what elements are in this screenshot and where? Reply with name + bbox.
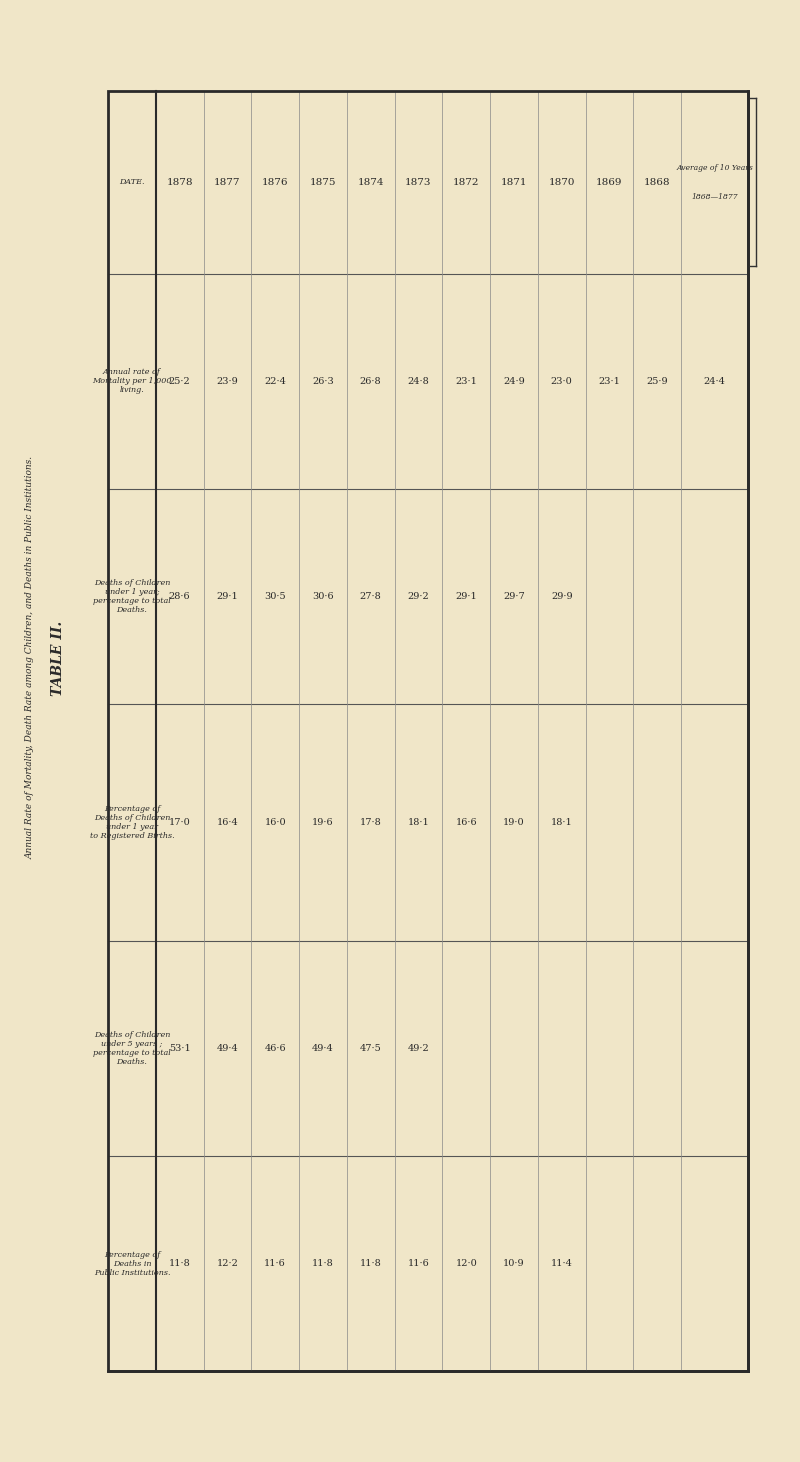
Text: 16·6: 16·6 [455, 817, 477, 827]
Text: 23·1: 23·1 [455, 377, 477, 386]
Text: 23·1: 23·1 [598, 377, 621, 386]
Text: 16·4: 16·4 [217, 817, 238, 827]
Text: 1868—1877: 1868—1877 [691, 193, 738, 200]
Text: 23·9: 23·9 [217, 377, 238, 386]
Text: Annual rate of
Mortality per 1,000
living.: Annual rate of Mortality per 1,000 livin… [92, 368, 172, 395]
Text: 1869: 1869 [596, 177, 622, 187]
Text: 49·4: 49·4 [312, 1044, 334, 1053]
Text: 18·1: 18·1 [551, 817, 573, 827]
Text: 26·3: 26·3 [312, 377, 334, 386]
Text: 26·8: 26·8 [360, 377, 382, 386]
Text: 19·6: 19·6 [312, 817, 334, 827]
Text: 24·4: 24·4 [704, 377, 726, 386]
Text: 46·6: 46·6 [264, 1044, 286, 1053]
Text: 11·8: 11·8 [312, 1259, 334, 1268]
Text: 25·2: 25·2 [169, 377, 190, 386]
Text: 25·9: 25·9 [646, 377, 668, 386]
Text: 1878: 1878 [166, 177, 193, 187]
Text: Deaths of Children
under 1 year;
percentage to total
Deaths.: Deaths of Children under 1 year; percent… [93, 579, 170, 614]
Text: DATE.: DATE. [119, 178, 145, 186]
Text: 16·0: 16·0 [264, 817, 286, 827]
Text: 1872: 1872 [453, 177, 479, 187]
Text: 11·8: 11·8 [360, 1259, 382, 1268]
Text: 28·6: 28·6 [169, 592, 190, 601]
Text: 1877: 1877 [214, 177, 241, 187]
Text: 1876: 1876 [262, 177, 289, 187]
Text: Percentage of
Deaths in
Public Institutions.: Percentage of Deaths in Public Instituti… [94, 1250, 170, 1276]
Text: 11·4: 11·4 [550, 1259, 573, 1268]
Text: 24·9: 24·9 [503, 377, 525, 386]
Text: 1868: 1868 [644, 177, 670, 187]
Text: 1873: 1873 [405, 177, 432, 187]
Text: 12·0: 12·0 [455, 1259, 477, 1268]
Text: Annual Rate of Mortality, Death Rate among Children, and Deaths in Public Instit: Annual Rate of Mortality, Death Rate amo… [26, 456, 35, 860]
Text: 24·8: 24·8 [407, 377, 430, 386]
Text: 19·0: 19·0 [503, 817, 525, 827]
Text: 22·4: 22·4 [264, 377, 286, 386]
Text: TABLE II.: TABLE II. [50, 620, 65, 696]
Text: 1874: 1874 [358, 177, 384, 187]
Text: 18·1: 18·1 [407, 817, 430, 827]
Text: Deaths of Children
under 5 years ;
percentage to total
Deaths.: Deaths of Children under 5 years ; perce… [93, 1031, 170, 1066]
Text: 49·2: 49·2 [407, 1044, 430, 1053]
Text: 29·9: 29·9 [551, 592, 573, 601]
Text: 53·1: 53·1 [169, 1044, 190, 1053]
Text: 29·1: 29·1 [217, 592, 238, 601]
Text: 11·6: 11·6 [407, 1259, 430, 1268]
Text: 30·6: 30·6 [312, 592, 334, 601]
Text: 17·0: 17·0 [169, 817, 190, 827]
Text: 23·0: 23·0 [551, 377, 573, 386]
Text: 11·6: 11·6 [264, 1259, 286, 1268]
Text: 11·8: 11·8 [169, 1259, 190, 1268]
Text: 12·2: 12·2 [217, 1259, 238, 1268]
Text: 1875: 1875 [310, 177, 336, 187]
Text: 17·8: 17·8 [360, 817, 382, 827]
Text: 27·8: 27·8 [360, 592, 382, 601]
Text: 29·1: 29·1 [455, 592, 477, 601]
Text: 47·5: 47·5 [360, 1044, 382, 1053]
Text: 1871: 1871 [501, 177, 527, 187]
Text: 29·7: 29·7 [503, 592, 525, 601]
Text: 30·5: 30·5 [264, 592, 286, 601]
Text: Percentage of
Deaths of Children
under 1 year
to Registered Births.: Percentage of Deaths of Children under 1… [90, 804, 174, 841]
Text: 1870: 1870 [549, 177, 575, 187]
Text: 10·9: 10·9 [503, 1259, 525, 1268]
Text: 29·2: 29·2 [407, 592, 430, 601]
Text: Average of 10 Years: Average of 10 Years [676, 164, 753, 171]
Text: 49·4: 49·4 [217, 1044, 238, 1053]
